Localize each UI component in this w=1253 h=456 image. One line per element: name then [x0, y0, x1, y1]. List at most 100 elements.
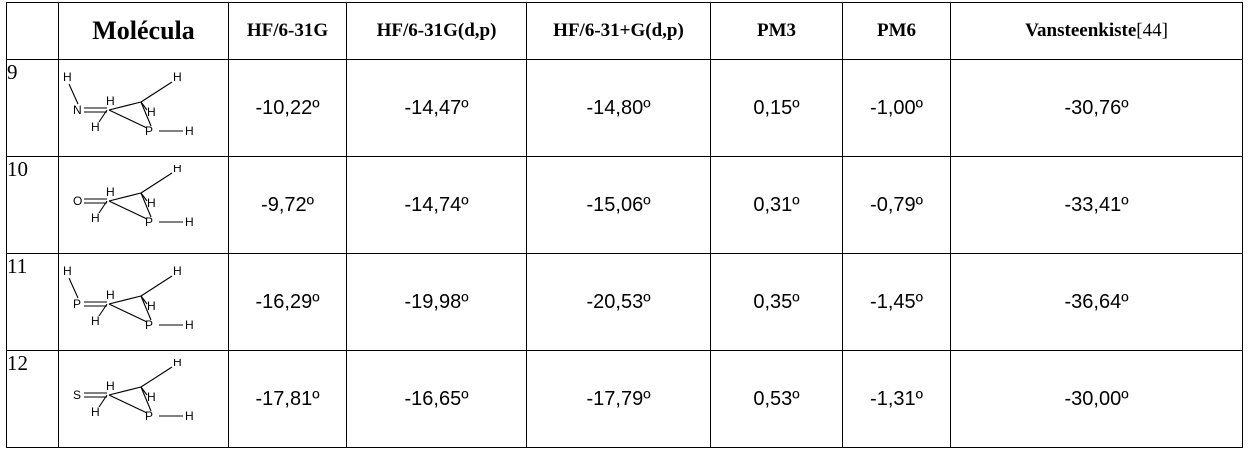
- ring-bond-c2-p: [140, 295, 152, 321]
- value-hf-631g: -10,22º: [228, 59, 347, 157]
- ring-hydrogen-label: H: [106, 185, 115, 199]
- phosphorus-label: P: [145, 215, 153, 229]
- ring-hydrogen-label: H: [91, 314, 100, 328]
- header-row: Molécula HF/6-31G HF/6-31G(d,p) HF/6-31+…: [6, 2, 1243, 60]
- value-vansteenkiste: -30,00º: [950, 350, 1243, 448]
- c1-h-bond: [98, 394, 108, 408]
- row-index: 11: [6, 253, 59, 351]
- ring-bond-c1-c2: [108, 295, 142, 305]
- value-vansteenkiste: -33,41º: [950, 156, 1243, 254]
- phosphorus-label: P: [145, 409, 153, 423]
- value-pm3: 0,31º: [710, 156, 843, 254]
- ring-bond-c2-p: [140, 192, 152, 218]
- phosphorus-label: P: [145, 318, 153, 332]
- substituent-bond: [68, 277, 79, 299]
- phosphorus-hydrogen-label: H: [185, 318, 194, 332]
- c2-h-bond-short: [140, 386, 148, 396]
- c2-h-bond: [140, 275, 173, 297]
- phosphorus-label: P: [145, 124, 153, 138]
- table-row: 12 S H H H H P H -17,81º -16,65º -17,79º 0,53º -1,31…: [6, 350, 1243, 448]
- value-hf-631g-dp: -14,47º: [346, 59, 527, 157]
- header-pm3: PM3: [710, 2, 843, 60]
- value-pm3: 0,53º: [710, 350, 843, 448]
- table-row: 9 H N H H H H P H -10,22º -14,47º -14,80º 0,15º -1,00…: [6, 59, 1243, 157]
- value-hf-631pg-dp: -20,53º: [526, 253, 711, 351]
- table-row: 10 O H H H H P H -9,72º -14,74º -15,06º 0,31º -0,79º…: [6, 156, 1243, 254]
- ring-bond-c2-p: [140, 386, 152, 412]
- group-atom-label: N: [73, 103, 82, 117]
- ring-bond-c1-c2: [108, 386, 142, 396]
- value-pm6: -1,45º: [842, 253, 951, 351]
- table-row: 11 H P H H H H P H -16,29º -19,98º -20,53º 0,35º -1,4…: [6, 253, 1243, 351]
- header-pm6: PM6: [842, 2, 951, 60]
- ring-bond-c1-p: [108, 303, 148, 323]
- ring-hydrogen-label: H: [147, 196, 156, 210]
- phosphorus-hydrogen-label: H: [185, 409, 194, 423]
- ring-hydrogen-label: H: [147, 105, 156, 119]
- ring-hydrogen-label: H: [106, 288, 115, 302]
- ring-hydrogen-label: H: [106, 94, 115, 108]
- ring-hydrogen-label: H: [106, 379, 115, 393]
- ring-hydrogen-label: H: [173, 264, 182, 278]
- header-hf-631g-dp: HF/6-31G(d,p): [346, 2, 527, 60]
- row-index: 10: [6, 156, 59, 254]
- value-vansteenkiste: -36,64º: [950, 253, 1243, 351]
- ring-bond-c1-p: [108, 394, 148, 414]
- value-hf-631g: -9,72º: [228, 156, 347, 254]
- phosphorus-hydrogen-label: H: [185, 215, 194, 229]
- substituent-bond: [68, 83, 79, 105]
- row-index: 12: [6, 350, 59, 448]
- c1-h-bond: [98, 303, 108, 317]
- value-hf-631g: -16,29º: [228, 253, 347, 351]
- value-hf-631pg-dp: -15,06º: [526, 156, 711, 254]
- ring-hydrogen-label: H: [173, 165, 182, 175]
- header-hf-631pg-dp: HF/6-31+G(d,p): [526, 2, 711, 60]
- header-hf-631g: HF/6-31G: [228, 2, 347, 60]
- c2-h-bond-short: [140, 101, 148, 111]
- ring-bond-c1-c2: [108, 192, 142, 202]
- value-pm3: 0,15º: [710, 59, 843, 157]
- c1-h-bond: [98, 109, 108, 123]
- substituent-hydrogen-label: H: [63, 70, 72, 84]
- value-vansteenkiste: -30,76º: [950, 59, 1243, 157]
- ring-hydrogen-label: H: [173, 70, 182, 84]
- substituent-hydrogen-label: H: [63, 264, 72, 278]
- value-pm6: -0,79º: [842, 156, 951, 254]
- group-atom-label: P: [73, 297, 81, 311]
- c1-h-bond: [98, 200, 108, 214]
- value-pm6: -1,31º: [842, 350, 951, 448]
- header-index: [6, 2, 59, 60]
- phosphorus-hydrogen-label: H: [185, 124, 194, 138]
- header-vansteenkiste-citation: [44]: [1136, 20, 1168, 41]
- ring-bond-c2-p: [140, 101, 152, 127]
- value-hf-631g-dp: -14,74º: [346, 156, 527, 254]
- group-atom-label: O: [73, 194, 82, 208]
- ring-hydrogen-label: H: [147, 390, 156, 404]
- header-vansteenkiste: Vansteenkiste[44]: [950, 2, 1243, 60]
- data-table: Molécula HF/6-31G HF/6-31G(d,p) HF/6-31+…: [6, 2, 1243, 448]
- c2-h-bond: [140, 366, 173, 388]
- value-pm3: 0,35º: [710, 253, 843, 351]
- value-hf-631pg-dp: -14,80º: [526, 59, 711, 157]
- c2-h-bond-short: [140, 295, 148, 305]
- value-hf-631g-dp: -16,65º: [346, 350, 527, 448]
- c2-h-bond: [140, 172, 173, 194]
- value-hf-631pg-dp: -17,79º: [526, 350, 711, 448]
- ring-hydrogen-label: H: [91, 120, 100, 134]
- ring-hydrogen-label: H: [147, 299, 156, 313]
- ring-hydrogen-label: H: [91, 405, 100, 419]
- ring-bond-c1-c2: [108, 101, 142, 111]
- c2-h-bond-short: [140, 192, 148, 202]
- header-vansteenkiste-name: Vansteenkiste: [1025, 20, 1137, 41]
- ring-hydrogen-label: H: [173, 359, 182, 369]
- value-hf-631g: -17,81º: [228, 350, 347, 448]
- value-hf-631g-dp: -19,98º: [346, 253, 527, 351]
